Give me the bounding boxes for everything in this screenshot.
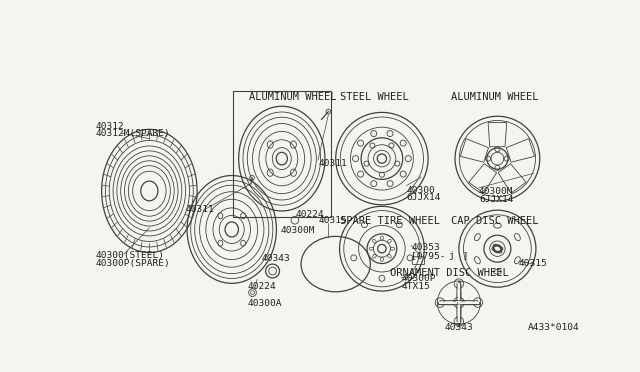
Text: 40312: 40312	[95, 122, 124, 131]
Text: 40300: 40300	[406, 186, 435, 195]
Text: SPARE TIRE WHEEL: SPARE TIRE WHEEL	[340, 216, 440, 225]
Text: ALUMINUM WHEEL: ALUMINUM WHEEL	[451, 92, 539, 102]
Text: 6JJX14: 6JJX14	[406, 193, 441, 202]
Text: 40311: 40311	[186, 205, 214, 214]
Text: 40343: 40343	[445, 323, 474, 332]
Text: CAP DISC WHEEL: CAP DISC WHEEL	[451, 216, 539, 225]
Text: 40224: 40224	[247, 282, 276, 291]
Text: 40300A: 40300A	[247, 299, 282, 308]
Text: 40300M: 40300M	[280, 225, 315, 235]
Text: [0795-   ]: [0795- ]	[411, 251, 468, 260]
Text: 40300(STEEL): 40300(STEEL)	[95, 251, 164, 260]
Text: 40311: 40311	[319, 158, 348, 168]
Text: 40315: 40315	[519, 259, 548, 268]
Text: 40300P: 40300P	[401, 274, 436, 283]
Text: ALUMINUM WHEEL: ALUMINUM WHEEL	[250, 92, 337, 102]
Text: 40224: 40224	[296, 210, 324, 219]
Bar	[232, 91, 331, 217]
Text: STEEL WHEEL: STEEL WHEEL	[340, 92, 409, 102]
Text: ORNAMENT DISC WHEEL: ORNAMENT DISC WHEEL	[390, 268, 508, 278]
Text: 40315: 40315	[319, 217, 348, 225]
Text: 40312M(SPARE): 40312M(SPARE)	[95, 129, 170, 138]
Text: 40353: 40353	[411, 243, 440, 252]
Text: 4TX15: 4TX15	[401, 282, 430, 291]
Text: 40343: 40343	[262, 254, 291, 263]
Text: j: j	[448, 251, 454, 260]
Text: 40300P(SPARE): 40300P(SPARE)	[95, 259, 170, 268]
Text: 6JJX14: 6JJX14	[479, 195, 513, 204]
Text: 40300M: 40300M	[479, 187, 513, 196]
Text: A433*0104: A433*0104	[528, 323, 580, 332]
